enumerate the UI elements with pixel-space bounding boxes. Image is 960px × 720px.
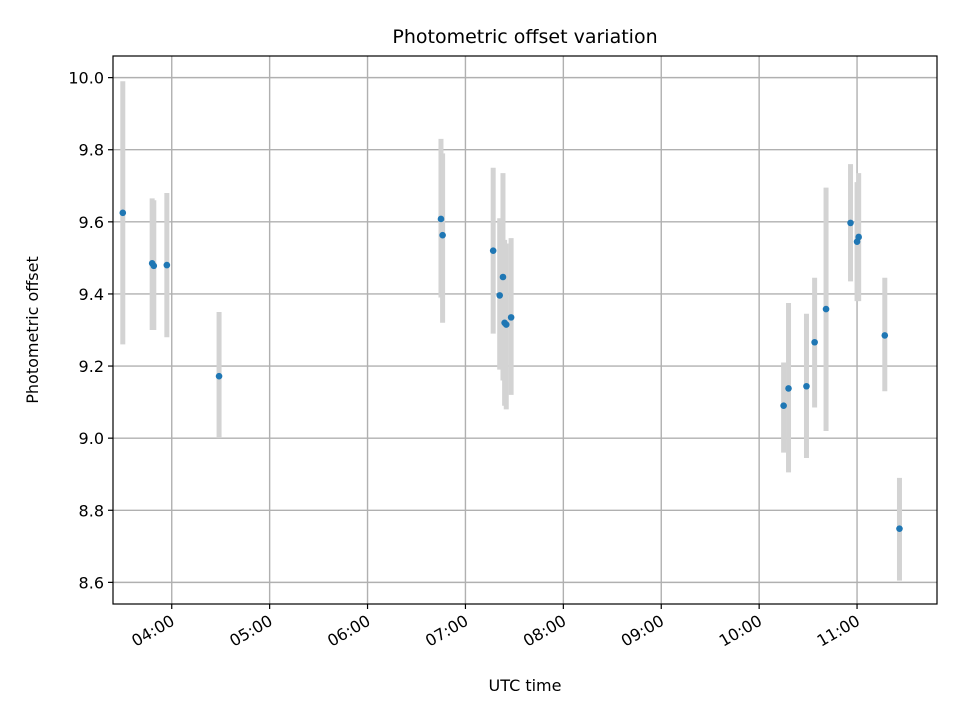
x-tick-label: 04:00 <box>128 611 177 651</box>
data-point <box>502 321 510 328</box>
data-point <box>855 233 862 241</box>
x-tick-label: 05:00 <box>226 611 275 651</box>
data-point <box>437 215 445 223</box>
grid <box>113 56 937 604</box>
data-point <box>439 231 446 239</box>
plot-background <box>113 56 937 604</box>
data-point <box>215 372 223 380</box>
x-tick-label: 07:00 <box>422 611 471 651</box>
data-point <box>119 209 127 217</box>
data-point <box>811 338 818 346</box>
x-axis-label: UTC time <box>489 676 562 695</box>
x-tick-label: 11:00 <box>814 611 863 651</box>
chart-title: Photometric offset variation <box>392 26 657 48</box>
y-tick-label: 9.2 <box>79 357 104 376</box>
data-point <box>163 261 171 269</box>
x-tick-label: 09:00 <box>618 611 667 651</box>
y-tick-label: 9.0 <box>79 429 104 448</box>
x-tick-label: 10:00 <box>716 611 765 651</box>
data-point <box>489 247 497 254</box>
plot-frame <box>112 55 938 605</box>
data-point <box>150 262 158 270</box>
y-tick-label: 9.8 <box>79 141 104 160</box>
data-point <box>896 525 903 532</box>
y-tick-label: 8.6 <box>79 573 104 592</box>
y-tick-label: 9.6 <box>79 213 104 232</box>
y-tick-label: 9.4 <box>79 285 104 304</box>
data-points <box>119 209 903 532</box>
data-point <box>780 402 787 410</box>
data-point <box>822 305 830 313</box>
y-tick-label: 10.0 <box>68 69 104 88</box>
x-tick-label: 06:00 <box>324 611 373 651</box>
data-point <box>803 382 810 390</box>
data-point <box>847 219 854 227</box>
data-point <box>881 332 889 339</box>
y-tick-label: 8.8 <box>79 501 104 520</box>
data-point <box>499 273 507 281</box>
data-point <box>496 292 504 299</box>
data-point <box>507 314 515 321</box>
y-axis-label: Photometric offset <box>23 256 42 404</box>
data-point <box>785 385 792 392</box>
x-tick-label: 08:00 <box>520 611 569 651</box>
